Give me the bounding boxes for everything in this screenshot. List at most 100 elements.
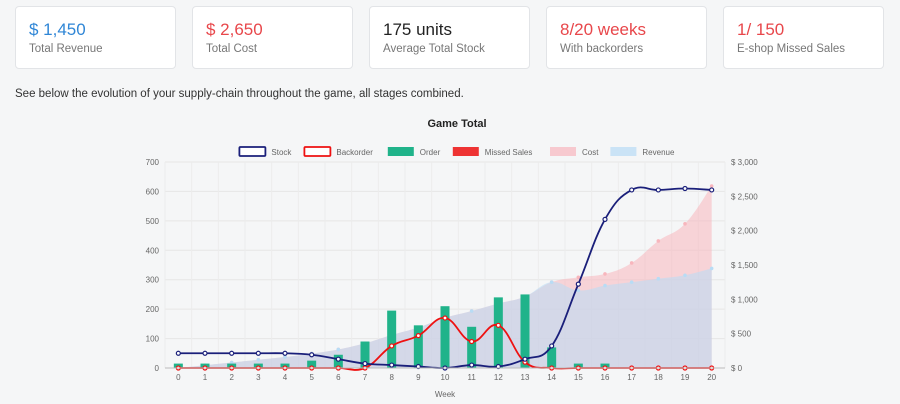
bar-order: [440, 306, 450, 368]
y-tick-label-left: 500: [146, 217, 160, 226]
y-tick-label-left: 100: [146, 335, 160, 344]
area-point-revenue: [683, 273, 687, 278]
legend-label: Missed Sales: [485, 148, 533, 157]
x-tick-label: 13: [521, 373, 530, 382]
line-point-stock: [309, 352, 315, 358]
x-tick-label: 19: [681, 373, 690, 382]
area-point-cost: [603, 272, 607, 276]
area-point-revenue: [629, 280, 634, 284]
x-tick-label: 15: [574, 373, 583, 382]
line-point-stock: [709, 187, 715, 193]
y-tick-label-right: $ 2,500: [731, 192, 758, 201]
kpi-card-backorders: 8/20 weeks With backorders: [546, 6, 707, 69]
x-tick-label: 9: [416, 373, 421, 382]
line-point-stock: [575, 281, 581, 287]
line-point-backorder: [469, 338, 475, 345]
kpi-card-missed-sales: 1/ 150 E-shop Missed Sales: [723, 6, 884, 69]
line-point-backorder: [495, 322, 501, 328]
y-tick-label-right: $ 1,000: [731, 295, 758, 304]
line-point-backorder: [415, 333, 421, 339]
line-point-stock: [362, 360, 368, 367]
bar-order: [520, 294, 530, 368]
line-point-backorder: [442, 315, 448, 321]
kpi-value: $ 2,650: [206, 20, 263, 39]
x-axis-label: Week: [435, 390, 456, 399]
x-tick-label: 2: [229, 373, 234, 382]
area-point-cost: [576, 275, 581, 280]
area-point-revenue: [256, 357, 261, 362]
kpi-value: 175 units: [383, 20, 452, 39]
line-point-stock: [255, 350, 261, 356]
kpi-card-average-stock: 175 units Average Total Stock: [369, 6, 530, 69]
x-tick-label: 4: [283, 373, 288, 382]
kpi-label: With backorders: [560, 43, 644, 55]
line-point-stock: [629, 187, 635, 193]
x-tick-label: 5: [309, 373, 314, 382]
kpi-card-total-cost: $ 2,650 Total Cost: [192, 6, 353, 69]
y-tick-label-right: $ 500: [731, 330, 752, 339]
area-point-revenue: [709, 266, 714, 271]
kpi-label: Average Total Stock: [383, 43, 485, 55]
legend-label: Stock: [271, 148, 292, 157]
area-point-revenue: [336, 347, 341, 352]
x-tick-label: 1: [203, 373, 208, 382]
area-point-cost: [709, 184, 714, 188]
line-point-stock: [549, 343, 555, 349]
line-point-stock: [469, 362, 475, 368]
area-point-revenue: [656, 276, 661, 281]
kpi-label: Total Revenue: [29, 43, 103, 55]
line-point-backorder: [389, 343, 395, 349]
x-tick-label: 20: [707, 373, 716, 382]
x-tick-label: 7: [363, 373, 368, 382]
bar-order: [413, 325, 423, 368]
x-tick-label: 17: [627, 373, 636, 382]
y-tick-label-left: 600: [146, 187, 160, 196]
line-point-stock: [202, 350, 208, 356]
legend-label: Revenue: [642, 148, 675, 157]
area-point-revenue: [283, 355, 287, 359]
chart-title: Game Total: [427, 118, 486, 130]
x-tick-label: 10: [441, 373, 450, 382]
legend-swatch-cost: [550, 147, 576, 156]
area-point-revenue: [229, 360, 234, 365]
area-point-cost: [656, 239, 661, 243]
y-tick-label-right: $ 1,500: [731, 261, 758, 270]
x-tick-label: 3: [256, 373, 261, 382]
y-tick-label-right: $ 3,000: [731, 158, 758, 167]
area-point-cost: [629, 261, 634, 265]
x-tick-label: 16: [601, 373, 610, 382]
legend-swatch-order: [387, 147, 414, 156]
legend-label: Backorder: [336, 148, 373, 157]
line-point-stock: [522, 356, 528, 362]
legend-label: Order: [420, 148, 441, 157]
kpi-value: 1/ 150: [737, 20, 785, 39]
bar-order: [360, 341, 370, 368]
y-tick-label-left: 700: [146, 158, 160, 167]
bar-order: [307, 360, 317, 368]
x-tick-label: 11: [468, 373, 477, 382]
legend-swatch-missed-sales: [452, 147, 479, 156]
line-point-stock: [682, 185, 688, 192]
line-point-stock: [389, 362, 395, 368]
line-point-stock: [229, 350, 235, 356]
area-point-cost: [683, 222, 687, 226]
x-tick-label: 6: [336, 373, 341, 382]
area-point-revenue: [603, 283, 607, 288]
area-point-revenue: [549, 280, 554, 284]
y-tick-label-right: $ 2,000: [731, 227, 758, 236]
y-tick-label-left: 200: [146, 305, 160, 314]
kpi-row: $ 1,450 Total Revenue $ 2,650 Total Cost…: [15, 6, 887, 71]
x-tick-label: 18: [654, 373, 663, 382]
bar-order: [547, 347, 557, 368]
x-tick-label: 14: [547, 373, 556, 382]
y-tick-label-left: 300: [146, 276, 160, 285]
kpi-label: E-shop Missed Sales: [737, 43, 846, 55]
x-tick-label: 8: [389, 373, 394, 382]
line-point-stock: [602, 216, 608, 222]
bar-order: [467, 326, 477, 368]
line-point-stock: [335, 356, 341, 362]
line-point-stock: [282, 350, 288, 356]
y-tick-label-left: 400: [146, 246, 160, 255]
